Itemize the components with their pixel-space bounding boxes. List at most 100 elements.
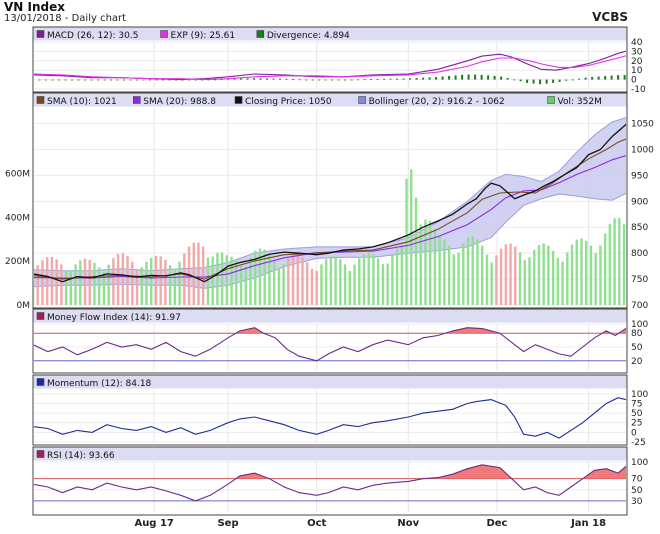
- volume-bar: [457, 252, 460, 305]
- volume-bar: [154, 255, 158, 305]
- volume-bar: [324, 259, 328, 305]
- divergence-bar: [558, 79, 561, 82]
- divergence-bar: [357, 79, 360, 81]
- divergence-bar: [565, 79, 568, 81]
- mfi-overbought-area: [34, 327, 626, 334]
- x-tick-label: Dec: [486, 518, 507, 529]
- volume-bar: [499, 248, 503, 305]
- volume-bar: [50, 256, 54, 305]
- divergence-bar: [474, 74, 477, 80]
- divergence-bar: [493, 75, 496, 80]
- macd-legend-label: Divergence: 4.894: [267, 31, 350, 41]
- volume-bar: [192, 242, 195, 305]
- volume-bar: [466, 236, 470, 305]
- volume-bar: [60, 264, 63, 305]
- volume-bar: [523, 260, 526, 305]
- volume-bar: [542, 243, 545, 305]
- divergence-bar: [64, 79, 67, 81]
- volume-bar: [230, 256, 233, 305]
- divergence-bar: [467, 74, 470, 80]
- mfi-legend-label: Money Flow Index (14): 91.97: [47, 313, 181, 323]
- price-plot: [34, 108, 626, 306]
- divergence-bar: [149, 79, 152, 81]
- divergence-bar: [480, 74, 483, 80]
- macd-plot: [34, 41, 626, 90]
- price-legend-bar: [33, 93, 627, 107]
- rsi-ytick-label: 30: [631, 497, 643, 507]
- macd-legend-bar: [33, 27, 627, 41]
- momentum-legend-bar: [33, 375, 627, 389]
- divergence-bar: [500, 76, 503, 80]
- volume-bar: [36, 265, 39, 305]
- price-series-sma-20-: [34, 155, 626, 279]
- volume-bar: [603, 233, 607, 305]
- volume-bar: [452, 254, 456, 305]
- volume-bar: [93, 262, 96, 305]
- volume-bar: [69, 270, 73, 305]
- volume-bar: [570, 244, 574, 305]
- volume-bar: [145, 261, 148, 305]
- price-legend-swatch: [36, 96, 45, 104]
- volume-bar: [258, 248, 262, 305]
- volume-tick-label: 0M: [17, 301, 31, 311]
- volume-bar: [34, 271, 35, 305]
- divergence-bar: [279, 78, 282, 80]
- chart-title: VN Index: [4, 0, 65, 14]
- volume-bar: [433, 228, 437, 305]
- volume-bar: [183, 253, 186, 305]
- volume-bar: [306, 262, 309, 305]
- volume-bar: [249, 257, 252, 305]
- volume-bar: [131, 261, 134, 305]
- price-ytick-label: 1000: [631, 145, 654, 155]
- volume-bar: [282, 263, 285, 305]
- price-panel: SMA (10): 1021 SMA (20): 988.8 Closing Pri…: [5, 92, 654, 311]
- mfi-ytick-label: 20: [631, 357, 643, 367]
- volume-bar: [41, 260, 44, 305]
- momentum-ytick-label: 25: [631, 419, 642, 429]
- divergence-bar: [285, 78, 288, 80]
- chart-subtitle: 13/01/2018 - Daily chart: [4, 13, 127, 24]
- divergence-bar: [123, 79, 126, 81]
- price-ytick-label: 750: [631, 275, 648, 285]
- volume-bar: [372, 254, 375, 305]
- price-ytick-label: 950: [631, 171, 648, 181]
- volume-bar: [414, 197, 418, 305]
- divergence-bar: [370, 79, 373, 80]
- volume-bar: [514, 246, 517, 305]
- rsi-legend-swatch: [36, 450, 45, 458]
- volume-bar: [551, 250, 555, 305]
- rsi-ytick-label: 50: [631, 486, 643, 496]
- volume-bar: [235, 259, 238, 305]
- volume-bar: [580, 238, 583, 305]
- divergence-bar: [617, 75, 620, 80]
- divergence-bar: [604, 76, 607, 80]
- divergence-bar: [266, 78, 269, 80]
- volume-bar: [428, 220, 432, 305]
- divergence-bar: [97, 79, 100, 81]
- divergence-bar: [331, 79, 334, 81]
- volume-bar: [206, 257, 210, 305]
- volume-bar: [537, 245, 541, 305]
- momentum-series-momentum: [34, 397, 626, 439]
- volume-bar: [216, 252, 219, 305]
- divergence-bar: [597, 76, 600, 80]
- mfi-ytick-label: 80: [631, 329, 643, 339]
- divergence-bar: [77, 79, 80, 81]
- divergence-bar: [214, 79, 217, 81]
- divergence-bar: [58, 79, 61, 81]
- volume-bar: [310, 268, 314, 305]
- divergence-bar: [383, 78, 386, 80]
- macd-panel: MACD (26, 12): 30.5 EXP (9): 25.61 Diverge…: [32, 26, 646, 95]
- divergence-bar: [428, 77, 431, 80]
- price-ytick-label: 850: [631, 223, 648, 233]
- divergence-bar: [298, 79, 301, 81]
- volume-tick-label: 200M: [5, 257, 30, 267]
- divergence-bar: [155, 79, 158, 81]
- volume-bar: [480, 245, 484, 305]
- divergence-bar: [51, 79, 54, 81]
- divergence-bar: [448, 76, 451, 80]
- divergence-bar: [207, 79, 210, 81]
- volume-bar: [116, 253, 120, 305]
- divergence-bar: [337, 79, 340, 81]
- volume-bar: [471, 236, 474, 305]
